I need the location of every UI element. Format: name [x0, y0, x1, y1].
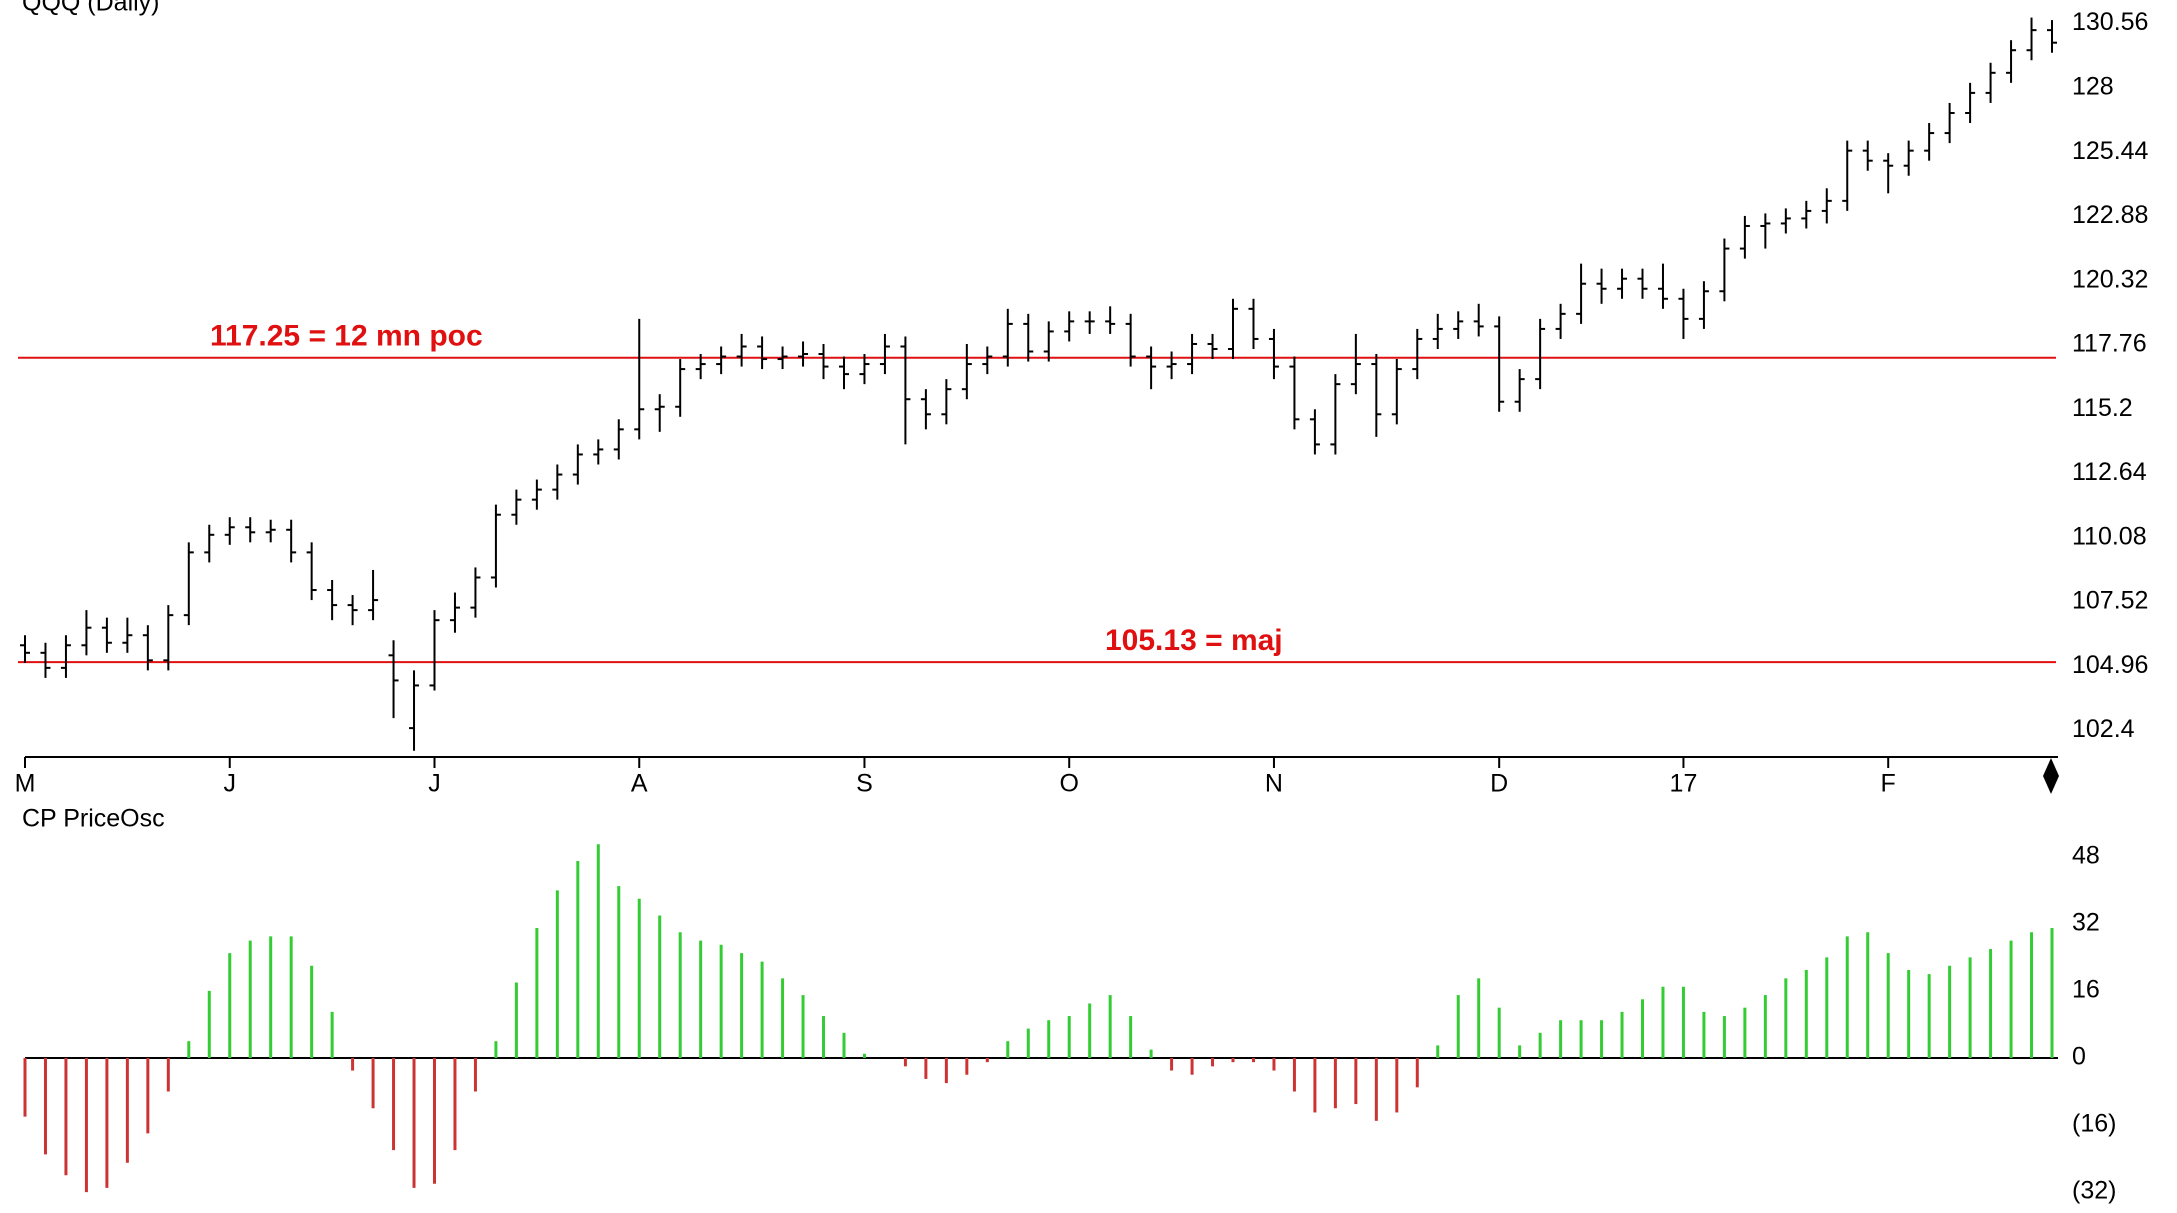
- x-tick-label: D: [1490, 770, 1508, 798]
- level-label: 117.25 = 12 mn poc: [210, 320, 483, 353]
- y-tick-label: 130.56: [2072, 8, 2148, 36]
- y-tick-label: 122.88: [2072, 201, 2148, 229]
- x-tick-label: J: [223, 770, 236, 798]
- y-tick-label: 102.4: [2072, 715, 2135, 743]
- y-tick-label: 112.64: [2072, 458, 2147, 486]
- y-tick-label: 115.2: [2072, 394, 2133, 422]
- x-tick-label: A: [631, 770, 648, 798]
- y-tick-label: 128: [2072, 72, 2114, 100]
- y-tick-label: 16: [2072, 976, 2100, 1004]
- x-tick-label: J: [428, 770, 441, 798]
- y-tick-label: 32: [2072, 908, 2100, 936]
- level-label: 105.13 = maj: [1105, 624, 1283, 657]
- y-tick-label: (32): [2072, 1177, 2116, 1205]
- chart-title: QQQ (Daily): [22, 0, 160, 17]
- y-tick-label: (16): [2072, 1110, 2116, 1138]
- y-tick-label: 117.76: [2072, 330, 2147, 358]
- y-tick-label: 107.52: [2072, 587, 2148, 615]
- x-tick-label: M: [15, 770, 36, 798]
- y-tick-label: 104.96: [2072, 651, 2148, 679]
- x-tick-label: 17: [1670, 770, 1698, 798]
- y-tick-label: 120.32: [2072, 265, 2148, 293]
- x-tick-label: S: [856, 770, 873, 798]
- end-marker: [2043, 758, 2059, 794]
- x-tick-label: O: [1059, 770, 1078, 798]
- x-tick-label: F: [1881, 770, 1896, 798]
- x-tick-label: N: [1265, 770, 1283, 798]
- y-tick-label: 48: [2072, 841, 2100, 869]
- y-tick-label: 0: [2072, 1043, 2086, 1071]
- y-tick-label: 110.08: [2072, 522, 2147, 550]
- y-tick-label: 125.44: [2072, 137, 2149, 165]
- osc-title: CP PriceOsc: [22, 805, 165, 833]
